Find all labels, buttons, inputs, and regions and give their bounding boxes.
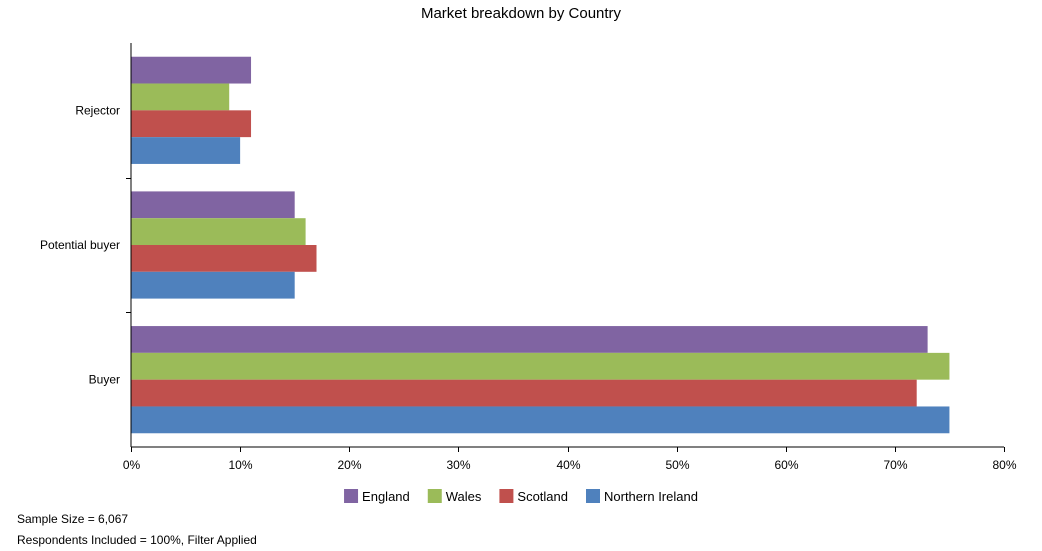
bar-scotland (131, 110, 252, 138)
x-tick-label: 40% (556, 458, 580, 472)
x-tick-label: 0% (123, 458, 141, 472)
bar-wales (131, 218, 306, 245)
x-tick-label: 20% (337, 458, 361, 472)
bar-england (131, 326, 928, 353)
x-tick-label: 70% (883, 458, 907, 472)
bar-wales (131, 352, 950, 380)
chart-title: Market breakdown by Country (421, 5, 622, 22)
y-category-label: Buyer (89, 373, 120, 387)
x-tick-label: 80% (992, 458, 1016, 472)
legend-label: England (362, 489, 410, 504)
legend: England Wales Scotland Northern Ireland (344, 489, 698, 504)
legend-swatch (344, 489, 359, 503)
legend-label: Northern Ireland (604, 489, 698, 504)
bar-northern-ireland (131, 137, 241, 164)
bar-scotland (131, 379, 917, 407)
legend-label: Scotland (517, 489, 568, 504)
plot-area: 0% 10% 20% 30% 40% 50% 60% 70% 80% Rejector Potent… (40, 43, 1017, 472)
x-tick-label: 60% (774, 458, 798, 472)
sample-size-note: Sample Size = 6,067 (17, 512, 129, 526)
legend-swatch (427, 489, 442, 503)
bar-northern-ireland (131, 406, 950, 434)
legend-swatch (586, 489, 600, 503)
respondents-note: Respondents Included = 100%, Filter Appl… (17, 533, 257, 547)
y-category-label: Potential buyer (40, 238, 120, 252)
x-tick-label: 10% (228, 458, 252, 472)
x-tick-label: 30% (446, 458, 470, 472)
bar-england (131, 56, 252, 84)
bar-wales (131, 83, 230, 111)
legend-swatch (499, 489, 514, 503)
y-category-label: Rejector (75, 103, 120, 117)
x-tick-label: 50% (665, 458, 689, 472)
bar-northern-ireland (131, 271, 295, 299)
bar-england (131, 191, 295, 219)
bar-scotland (131, 245, 317, 272)
legend-label: Wales (446, 489, 482, 504)
